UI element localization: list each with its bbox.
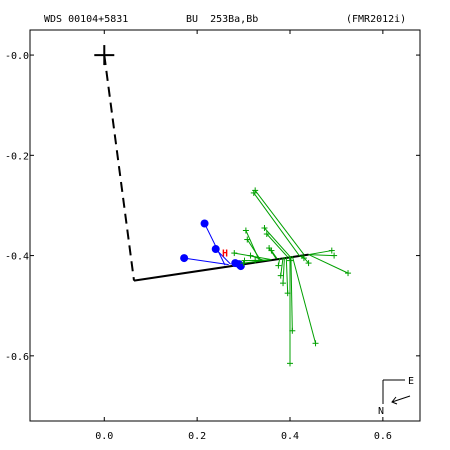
micrometer-point xyxy=(275,262,282,269)
micrometer-residual xyxy=(250,255,265,262)
compass-east-label: E xyxy=(408,376,414,387)
micrometer-residual xyxy=(291,255,317,344)
hipparcos-point: H xyxy=(222,249,228,260)
plot-border xyxy=(29,29,421,422)
observation-markers: H xyxy=(180,187,352,367)
micrometer-point xyxy=(277,272,284,279)
micrometer-residual xyxy=(282,257,285,284)
motion-arrow-icon xyxy=(391,395,411,403)
micrometer-point xyxy=(331,252,338,259)
micrometer-residual xyxy=(245,230,261,262)
arrow-head-icon xyxy=(391,396,398,405)
speckle-point xyxy=(211,245,220,254)
micrometer-residual xyxy=(285,257,289,294)
micrometer-residual xyxy=(308,250,332,256)
plot-frame xyxy=(29,29,421,422)
micrometer-point xyxy=(263,231,270,238)
micrometer-residual xyxy=(308,254,349,274)
axis-ticks: 0.0 0.2 0.4 0.6 -0.0 -0.2 -0.4 -0.6 xyxy=(5,30,420,442)
micrometer-residual xyxy=(264,227,291,257)
micrometer-point xyxy=(242,227,249,234)
micrometer-residual xyxy=(308,254,335,257)
speckle-point xyxy=(200,219,209,228)
header-reference: (FMR2012i) xyxy=(346,14,406,25)
micrometer-point xyxy=(300,255,307,262)
micrometer-residual xyxy=(246,239,262,262)
speckle-residual xyxy=(204,223,226,266)
micrometer-point xyxy=(284,290,291,297)
micrometer-residual xyxy=(254,190,305,255)
micrometer-point xyxy=(252,187,259,194)
y-tick-label: -0.4 xyxy=(5,252,29,263)
micrometer-residual xyxy=(268,247,277,259)
micrometer-point xyxy=(247,252,254,259)
residual-lines xyxy=(184,190,349,364)
micrometer-point xyxy=(287,360,293,367)
micrometer-residual xyxy=(253,192,300,256)
y-tick-label: -0.6 xyxy=(5,352,29,363)
micrometer-residual xyxy=(271,250,278,259)
y-tick-label: -0.2 xyxy=(5,151,29,162)
speckle-residual xyxy=(184,257,229,266)
micrometer-point xyxy=(268,247,275,254)
compass-north-label: N xyxy=(378,406,384,417)
micrometer-point xyxy=(244,236,251,243)
micrometer-residual xyxy=(266,233,289,258)
micrometer-point xyxy=(241,257,248,264)
micrometer-point xyxy=(240,260,247,267)
periastron-line xyxy=(103,54,135,281)
micrometer-point xyxy=(328,247,335,254)
header-wds: WDS 00104+5831 xyxy=(44,14,128,25)
micrometer-point xyxy=(231,250,238,257)
micrometer-point xyxy=(261,225,268,232)
micrometer-point xyxy=(252,257,259,264)
micrometer-point xyxy=(289,327,296,334)
y-tick-label: -0.0 xyxy=(5,51,29,62)
micrometer-point xyxy=(305,260,312,267)
micrometer-point xyxy=(345,270,352,277)
micrometer-point xyxy=(250,189,257,196)
speckle-point xyxy=(236,262,245,271)
speckle-point xyxy=(180,254,189,263)
micrometer-point xyxy=(312,340,319,347)
x-tick-label: 0.0 xyxy=(95,431,113,442)
x-tick-label: 0.6 xyxy=(374,431,392,442)
compass: E N xyxy=(378,376,414,417)
header-discoverer: BU 253Ba,Bb xyxy=(186,14,258,25)
micrometer-point xyxy=(287,257,293,264)
micrometer-point xyxy=(280,280,287,287)
micrometer-residual xyxy=(290,256,293,331)
x-tick-label: 0.4 xyxy=(281,431,299,442)
x-tick-label: 0.2 xyxy=(188,431,206,442)
micrometer-residual xyxy=(280,257,284,276)
micrometer-residual xyxy=(301,254,309,264)
